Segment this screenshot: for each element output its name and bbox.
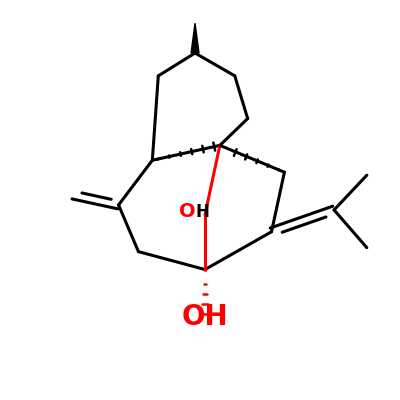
- Text: H: H: [195, 203, 209, 221]
- Text: OH: OH: [182, 303, 228, 331]
- Polygon shape: [191, 23, 199, 53]
- Text: O: O: [179, 202, 196, 222]
